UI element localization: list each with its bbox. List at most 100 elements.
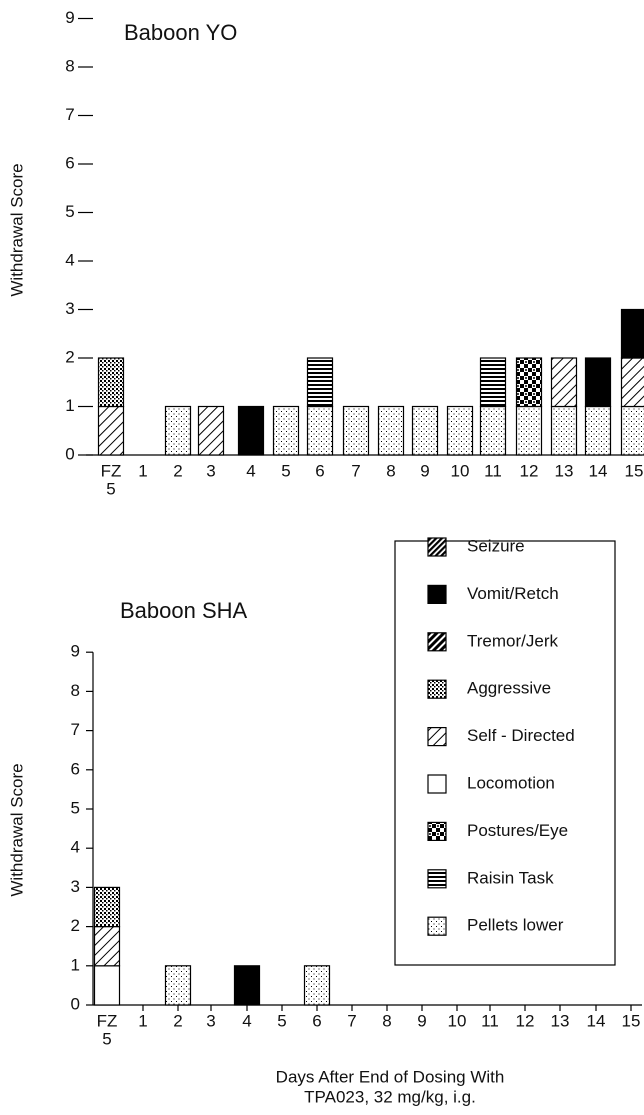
bar-segment <box>515 405 543 456</box>
x-tick-label: 7 <box>347 1011 356 1030</box>
x-tick-label: 6 <box>315 461 324 480</box>
legend-swatch <box>427 584 447 605</box>
x-tick-label: 14 <box>589 461 608 480</box>
y-tick-label: 2 <box>65 347 74 366</box>
legend-box <box>394 540 616 966</box>
bar-segment <box>164 405 192 456</box>
y-tick-label: 1 <box>71 955 80 974</box>
x-tick-label: 10 <box>448 1011 467 1030</box>
bar-segment <box>479 357 507 408</box>
bar-segment <box>306 405 334 456</box>
legend-label: Raisin Task <box>467 868 554 887</box>
bar-segment <box>515 357 543 408</box>
bar-segment <box>620 357 644 408</box>
bar-segment <box>97 357 125 408</box>
bar-segment <box>479 405 507 456</box>
x-tick-label: 8 <box>386 461 395 480</box>
legend-label: Vomit/Retch <box>467 584 559 603</box>
bar-segment <box>93 925 121 967</box>
x-tick-label: 12 <box>516 1011 535 1030</box>
y-tick-label: 1 <box>65 396 74 415</box>
legend-swatch <box>427 679 447 699</box>
x-tick-label: 7 <box>351 461 360 480</box>
x-tick-label: 15 <box>622 1011 641 1030</box>
chart-title: Baboon SHA <box>120 598 248 623</box>
y-tick-label: 2 <box>71 916 80 935</box>
bar-segment <box>584 405 612 456</box>
bar-segment <box>377 405 405 456</box>
x-tick-label: 12 <box>520 461 539 480</box>
x-tick-label: 15 <box>625 461 644 480</box>
x-tick-label: 3 <box>206 461 215 480</box>
y-tick-label: 4 <box>65 250 74 269</box>
y-tick-label: 5 <box>71 798 80 817</box>
legend-swatch <box>427 726 447 747</box>
x-tick-label: FZ <box>101 461 122 480</box>
legend-swatch <box>427 537 447 557</box>
bar-segment <box>93 965 121 1006</box>
legend-label: Locomotion <box>467 773 555 792</box>
x-tick-label: 2 <box>173 461 182 480</box>
bar-segment <box>446 405 474 456</box>
bar-segment <box>550 405 578 456</box>
y-tick-label: 9 <box>65 8 74 27</box>
bar-segment <box>306 357 334 408</box>
chart-title: Baboon YO <box>124 20 237 45</box>
bar-segment <box>233 965 261 1006</box>
x-tick-label: 3 <box>206 1011 215 1030</box>
legend-label: Aggressive <box>467 679 551 698</box>
bar-segment <box>620 405 644 456</box>
x-tick-label: 5 <box>106 479 115 498</box>
y-tick-label: 3 <box>65 299 74 318</box>
x-tick-label: 9 <box>417 1011 426 1030</box>
x-tick-label: 5 <box>102 1029 111 1048</box>
legend-label: Postures/Eye <box>467 821 568 840</box>
x-tick-label: 1 <box>138 1011 147 1030</box>
x-tick-label: 11 <box>484 461 502 480</box>
bar-segment <box>584 357 612 408</box>
y-axis-label: Withdrawal Score <box>7 163 26 296</box>
x-tick-label: 6 <box>312 1011 321 1030</box>
legend-swatch <box>427 869 447 889</box>
y-tick-label: 8 <box>65 56 74 75</box>
y-tick-label: 5 <box>65 202 74 221</box>
legend-label: Self - Directed <box>467 726 575 745</box>
legend-label: Tremor/Jerk <box>467 631 558 650</box>
y-tick-label: 0 <box>71 994 80 1013</box>
bar-segment <box>550 357 578 408</box>
bar-segment <box>164 965 192 1006</box>
x-tick-label: 5 <box>281 461 290 480</box>
legend-label: Seizure <box>467 536 525 555</box>
y-tick-label: 7 <box>71 720 80 739</box>
legend-swatch <box>427 632 447 652</box>
x-tick-label: 10 <box>451 461 470 480</box>
bar-segment <box>411 405 439 456</box>
x-tick-label: 14 <box>587 1011 606 1030</box>
bar-segment <box>197 405 225 456</box>
x-tick-label: 5 <box>277 1011 286 1030</box>
bar-segment <box>272 405 300 456</box>
x-tick-label: 13 <box>555 461 574 480</box>
x-tick-label: 9 <box>420 461 429 480</box>
y-tick-label: 8 <box>71 681 80 700</box>
legend-swatch <box>427 774 447 794</box>
bar-segment <box>342 405 370 456</box>
y-tick-label: 4 <box>71 838 80 857</box>
x-axis-label: Days After End of Dosing With <box>276 1067 505 1086</box>
legend-label: Pellets lower <box>467 916 564 935</box>
y-tick-label: 3 <box>71 877 80 896</box>
bar-segment <box>620 308 644 359</box>
legend-swatch <box>427 916 447 936</box>
x-tick-label: 4 <box>246 461 255 480</box>
y-tick-label: 6 <box>65 153 74 172</box>
y-tick-label: 9 <box>71 642 80 661</box>
y-tick-label: 6 <box>71 759 80 778</box>
x-tick-label: 13 <box>551 1011 570 1030</box>
x-tick-label: 11 <box>481 1011 499 1030</box>
y-tick-label: 7 <box>65 105 74 124</box>
y-axis-label: Withdrawal Score <box>7 763 26 896</box>
y-tick-label: 0 <box>65 444 74 463</box>
bar-segment <box>303 965 331 1006</box>
x-tick-label: 8 <box>382 1011 391 1030</box>
